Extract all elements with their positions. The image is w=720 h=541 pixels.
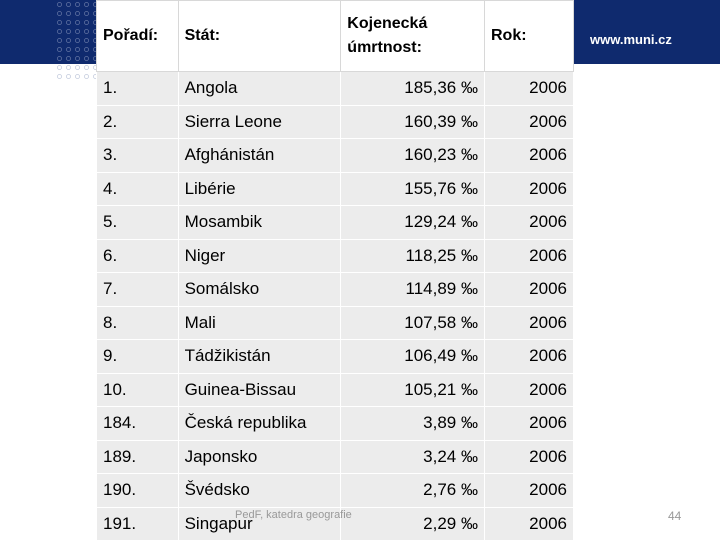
table-cell: 184. (96, 406, 179, 441)
table-cell: Singapur (177, 506, 342, 541)
page-number: 44 (668, 509, 682, 523)
table-cell: 191. (96, 506, 179, 541)
table-row: 1. Angola 185,36 ‰ 2006 (96, 71, 575, 106)
table-cell: 2006 (483, 439, 575, 474)
table-cell: Tádžikistán (177, 339, 342, 374)
table-cell: 6. (96, 238, 179, 273)
table-cell: 114,89 ‰ (340, 272, 485, 307)
table-cell: Mosambik (177, 205, 342, 240)
table-cell: 155,76 ‰ (340, 171, 485, 206)
table-row: 9. Tádžikistán 106,49 ‰ 2006 (96, 339, 575, 374)
site-name: www.muni.cz (590, 32, 672, 47)
table-cell: Angola (177, 71, 342, 106)
table-cell: 2006 (483, 104, 575, 139)
table-row: 8. Mali 107,58 ‰ 2006 (96, 305, 575, 340)
table-cell: 160,39 ‰ (340, 104, 485, 139)
table-cell: 2006 (483, 473, 575, 508)
table-cell: Libérie (177, 171, 342, 206)
table-cell: 2006 (483, 71, 575, 106)
table-cell: 2,29 ‰ (340, 506, 485, 541)
table-cell: Japonsko (177, 439, 342, 474)
table: Pořadí: Stát: Kojenecká úmrtnost: Rok: 1. An… (96, 0, 575, 541)
table-cell: 2006 (483, 305, 575, 340)
table-cell: 3. (96, 138, 179, 173)
table-cell: 3,24 ‰ (340, 439, 485, 474)
table-row: 7. Somálsko 114,89 ‰ 2006 (96, 272, 575, 307)
table-cell: Mali (177, 305, 342, 340)
table-cell: 2006 (483, 272, 575, 307)
table-cell: 105,21 ‰ (340, 372, 485, 407)
footer-text: PedF, katedra geografie (235, 509, 352, 521)
table-cell: 2. (96, 104, 179, 139)
table-cell: Sierra Leone (177, 104, 342, 139)
table-cell: Niger (177, 238, 342, 273)
table-cell: 2006 (483, 406, 575, 441)
table-cell: 2006 (483, 339, 575, 374)
table-row: 4. Libérie 155,76 ‰ 2006 (96, 171, 575, 206)
table-row: 190. Švédsko 2,76 ‰ 2006 (96, 473, 575, 508)
table-row: 10. Guinea-Bissau 105,21 ‰ 2006 (96, 372, 575, 407)
table-cell: 2006 (483, 238, 575, 273)
table-cell: 118,25 ‰ (340, 238, 485, 273)
table-cell: Guinea-Bissau (177, 372, 342, 407)
table-cell: 4. (96, 171, 179, 206)
table-row: 189. Japonsko 3,24 ‰ 2006 (96, 439, 575, 474)
table-cell: 8. (96, 305, 179, 340)
table-cell: 190. (96, 473, 179, 508)
table-row: 184. Česká republika 3,89 ‰ 2006 (96, 406, 575, 441)
table-cell: 160,23 ‰ (340, 138, 485, 173)
table-cell: 2006 (483, 506, 575, 541)
table-cell: 2,76 ‰ (340, 473, 485, 508)
table-cell: 2006 (483, 138, 575, 173)
table-cell: 10. (96, 372, 179, 407)
table-cell: 2006 (483, 205, 575, 240)
table-cell: 1. (96, 71, 179, 106)
table-row: 3. Afghánistán 160,23 ‰ 2006 (96, 138, 575, 173)
table-cell: 3,89 ‰ (340, 406, 485, 441)
header-row: Pořadí: Stát: Kojenecká úmrtnost: Rok: (96, 0, 575, 72)
table-row: 5. Mosambik 129,24 ‰ 2006 (96, 205, 575, 240)
table-cell: Afghánistán (177, 138, 342, 173)
table-cell: 189. (96, 439, 179, 474)
table-cell: 7. (96, 272, 179, 307)
table-cell: 9. (96, 339, 179, 374)
table-cell: 2006 (483, 171, 575, 206)
table-cell: 185,36 ‰ (340, 71, 485, 106)
table-cell: 129,24 ‰ (340, 205, 485, 240)
column-header: Pořadí: (96, 0, 179, 72)
table-cell: 2006 (483, 372, 575, 407)
column-header: Stát: (177, 0, 342, 72)
column-header: Rok: (483, 0, 575, 72)
column-header: Kojenecká úmrtnost: (340, 0, 485, 72)
table-cell: Somálsko (177, 272, 342, 307)
table-cell: Švédsko (177, 473, 342, 508)
table-cell: 107,58 ‰ (340, 305, 485, 340)
table-row: 6. Niger 118,25 ‰ 2006 (96, 238, 575, 273)
table-cell: Česká republika (177, 406, 342, 441)
table-body: 1. Angola 185,36 ‰ 2006 2. Sierra Leone 160,39… (96, 71, 575, 541)
table-cell: 106,49 ‰ (340, 339, 485, 374)
table-row: 191. Singapur 2,29 ‰ 2006 (96, 506, 575, 541)
table-cell: 5. (96, 205, 179, 240)
table-row: 2. Sierra Leone 160,39 ‰ 2006 (96, 104, 575, 139)
